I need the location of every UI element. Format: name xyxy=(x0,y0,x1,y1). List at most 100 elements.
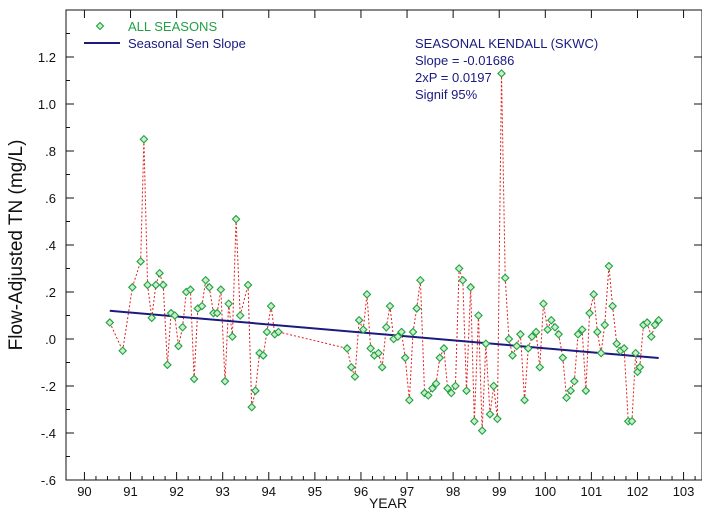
data-point xyxy=(550,322,560,332)
connector-segment xyxy=(131,261,142,288)
data-point xyxy=(385,301,395,311)
x-tick-label: 93 xyxy=(215,484,229,499)
data-point xyxy=(635,362,645,372)
stats-slope: Slope = -0.01686 xyxy=(415,53,514,68)
x-tick-label: 96 xyxy=(354,484,368,499)
data-point xyxy=(197,301,207,311)
data-point xyxy=(247,402,257,412)
data-point xyxy=(136,257,146,266)
connector-segment xyxy=(251,390,256,408)
data-point xyxy=(381,322,391,332)
connector-segment xyxy=(573,334,579,382)
connector-segment xyxy=(462,280,467,391)
data-point xyxy=(589,289,599,299)
data-point xyxy=(469,416,479,426)
connector-segment xyxy=(220,289,226,382)
connector-segment xyxy=(354,320,360,377)
connector-segment xyxy=(182,291,187,328)
connector-segment xyxy=(508,338,514,356)
data-point xyxy=(118,346,128,356)
data-point xyxy=(627,416,637,426)
connector-segment xyxy=(443,348,449,389)
connector-segment xyxy=(542,303,549,330)
data-point xyxy=(516,329,525,339)
x-tick-label: 103 xyxy=(673,484,695,499)
connector-segment xyxy=(416,280,421,309)
plot-frame xyxy=(65,9,702,481)
data-point xyxy=(458,275,468,285)
connector-segment xyxy=(581,329,587,391)
data-point xyxy=(497,69,506,78)
connector-segment xyxy=(535,331,541,368)
connector-segment xyxy=(623,348,629,422)
data-point xyxy=(400,353,410,363)
data-point xyxy=(224,299,234,309)
data-point xyxy=(274,327,283,337)
data-point xyxy=(581,386,591,396)
data-point xyxy=(235,311,245,320)
data-point xyxy=(423,391,433,400)
connector-segment xyxy=(404,357,410,401)
data-point xyxy=(216,285,226,295)
data-point xyxy=(127,282,137,292)
data-point xyxy=(566,386,576,396)
data-point xyxy=(258,351,268,360)
data-point xyxy=(366,344,376,353)
data-point xyxy=(393,332,403,342)
connector-segment xyxy=(189,289,195,379)
connector-segment xyxy=(166,313,172,365)
connector-segment xyxy=(481,343,487,431)
connector-segment xyxy=(247,284,253,408)
data-point xyxy=(358,325,368,334)
legend-observed-label: ALL SEASONS xyxy=(128,19,217,34)
connector-segment xyxy=(465,287,472,391)
x-tick-label: 101 xyxy=(581,484,603,499)
data-point xyxy=(646,332,656,342)
data-point xyxy=(642,318,652,327)
legend-trend-label: Seasonal Sen Slope xyxy=(128,36,246,51)
data-point xyxy=(354,315,364,325)
stats-significance: Signif 95% xyxy=(415,87,478,102)
connector-segment xyxy=(408,331,414,401)
data-point xyxy=(439,344,449,353)
connector-segment xyxy=(201,280,207,307)
data-point xyxy=(428,383,437,393)
connector-segment xyxy=(608,266,614,307)
connector-segment xyxy=(143,139,149,285)
x-tick-label: 92 xyxy=(169,484,183,499)
connector-segment xyxy=(639,324,644,368)
data-point xyxy=(546,315,556,325)
data-point xyxy=(489,381,499,391)
data-point xyxy=(535,362,545,372)
kendall-stats-box: SEASONAL KENDALL (SKWC) Slope = -0.01686… xyxy=(415,36,598,102)
data-point xyxy=(374,348,383,358)
data-point xyxy=(346,362,356,372)
data-point xyxy=(212,308,222,318)
data-point xyxy=(500,273,510,283)
connector-segment xyxy=(235,219,241,316)
data-point xyxy=(412,304,422,313)
connector-segment xyxy=(109,322,124,351)
data-point xyxy=(220,376,230,386)
x-tick-label: 90 xyxy=(77,484,91,499)
connector-segment xyxy=(366,294,372,349)
data-point xyxy=(508,351,517,360)
data-point xyxy=(408,327,418,337)
data-point xyxy=(504,334,514,344)
connector-segment xyxy=(600,324,606,354)
data-point xyxy=(474,311,483,320)
data-point xyxy=(377,362,387,372)
data-point xyxy=(631,348,641,358)
data-point xyxy=(151,280,161,290)
connector-segment xyxy=(231,219,237,337)
data-point xyxy=(492,414,502,424)
data-point xyxy=(454,264,464,273)
data-point xyxy=(397,327,406,337)
data-point xyxy=(569,376,579,386)
data-point xyxy=(186,285,195,295)
y-tick-label: -.6 xyxy=(41,473,56,488)
y-tick-label: 1.0 xyxy=(38,97,56,112)
data-point xyxy=(654,315,664,325)
data-point xyxy=(619,344,629,353)
